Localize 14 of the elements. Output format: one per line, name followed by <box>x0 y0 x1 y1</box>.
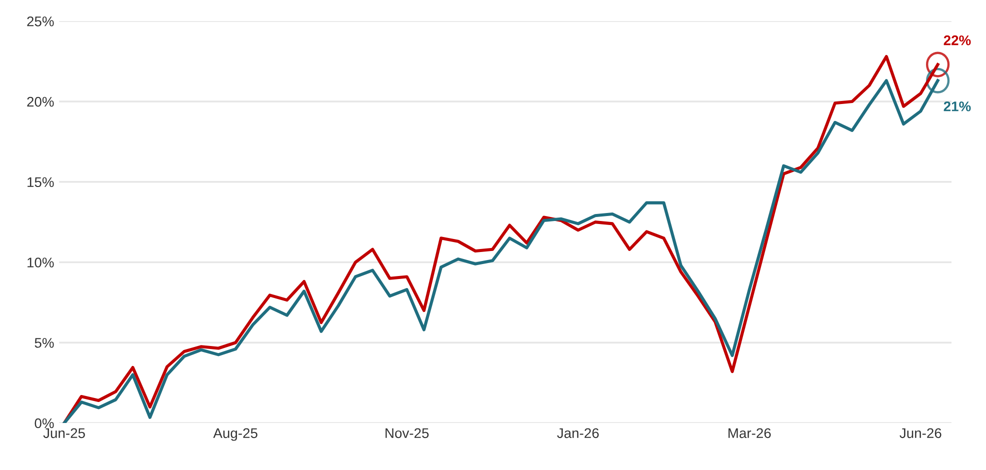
y-tick-label: 10% <box>28 258 54 268</box>
y-tick-label: 25% <box>27 16 54 26</box>
annotation: 22% <box>944 35 971 46</box>
x-tick-label: Jun-26 <box>900 428 942 438</box>
y-tick-label: 15% <box>28 177 54 188</box>
x-tick-label: Jan-26 <box>557 428 599 438</box>
y-tick-label: 0% <box>34 418 54 428</box>
x-tick-label: Jun-25 <box>43 428 85 438</box>
x-tick-label: Aug-25 <box>213 428 258 441</box>
annotation: 21% <box>944 101 971 112</box>
x-tick-label: Mar-26 <box>728 428 771 438</box>
x-tick-label: Nov-25 <box>386 428 429 438</box>
y-tick-label: 5% <box>34 338 54 348</box>
y-tick-label: 20% <box>27 96 54 107</box>
